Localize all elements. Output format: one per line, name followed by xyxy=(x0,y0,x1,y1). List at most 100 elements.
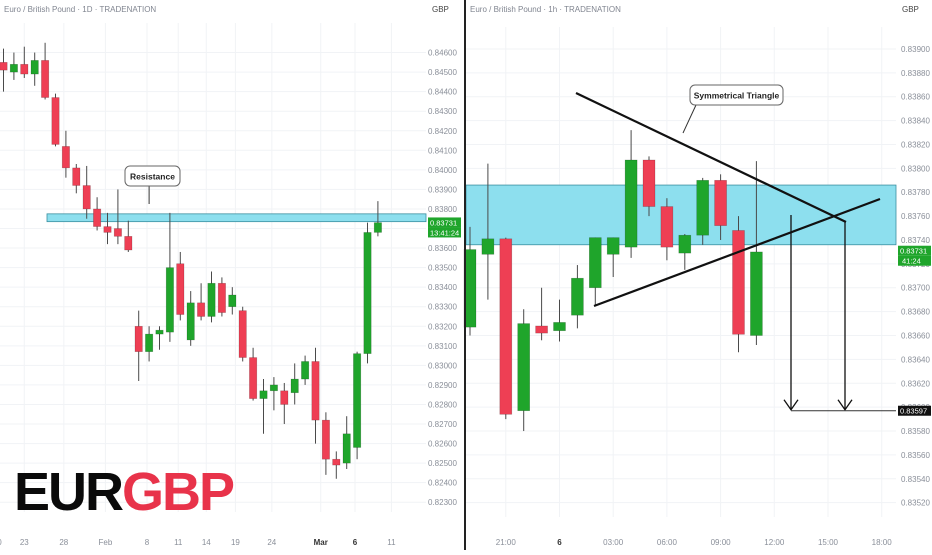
candle xyxy=(321,419,330,460)
candle xyxy=(280,390,289,405)
candle xyxy=(290,378,299,394)
y-tick-label: 0.83400 xyxy=(428,283,457,292)
y-tick-label: 0.83100 xyxy=(428,342,457,351)
y-tick-label: 0.83540 xyxy=(901,475,930,484)
candle xyxy=(186,302,195,341)
candle xyxy=(696,179,710,236)
daily-chart: 0.84600 0.84500 0.84400 0.84300 0.84200 0.841… xyxy=(0,5,461,547)
candle xyxy=(714,179,727,226)
eurgbp-logo: EURGBP xyxy=(14,462,234,522)
resistance-zone xyxy=(46,213,427,223)
candle xyxy=(588,237,602,289)
y-tick-label: 0.83600 xyxy=(428,244,457,253)
y-tick-label: 0.84000 xyxy=(428,166,457,175)
candle xyxy=(606,237,620,255)
candle xyxy=(571,277,584,316)
candle xyxy=(207,282,216,317)
hourly-chart: 0.83900 0.83880 0.83860 0.83840 0.83820 0.838… xyxy=(463,5,931,547)
x-tick-label: 09:00 xyxy=(711,538,732,547)
x-tick-label: Mar xyxy=(314,538,328,547)
y-tick-label: 0.83500 xyxy=(428,264,457,273)
candle xyxy=(535,325,548,334)
candle xyxy=(342,433,351,464)
candle xyxy=(145,333,154,352)
resistance-label: Resistance xyxy=(130,172,175,182)
y-tick-label: 0.82300 xyxy=(428,498,457,507)
y-tick-label: 0.83620 xyxy=(901,379,930,388)
x-tick-label: Feb xyxy=(99,538,113,547)
y-tick-label: 0.83560 xyxy=(901,451,930,460)
x-tick-label: 24 xyxy=(267,538,276,547)
y-tick-label: 0.83660 xyxy=(901,332,930,341)
x-tick-label: 06:00 xyxy=(657,538,678,547)
y-tick-label: 0.83300 xyxy=(428,303,457,312)
y-tick-label: 0.83000 xyxy=(428,361,457,370)
x-tick-label: 21:00 xyxy=(496,538,517,547)
candle xyxy=(624,159,638,248)
y-tick-label: 0.83520 xyxy=(901,499,930,508)
y-tick-label: 0.83760 xyxy=(901,212,930,221)
y-tick-label: 0.84200 xyxy=(428,127,457,136)
candle xyxy=(678,234,692,254)
y-tick-label: 0.83800 xyxy=(901,164,930,173)
chart-title: Euro / British Pound · 1h · TRADENATION xyxy=(470,5,621,14)
candle xyxy=(124,236,133,251)
y-tick-label: 0.82400 xyxy=(428,479,457,488)
price-tag-bg xyxy=(428,217,461,228)
x-tick-label: 03:00 xyxy=(603,538,624,547)
y-tick-label: 0.82700 xyxy=(428,420,457,429)
candle xyxy=(217,282,226,313)
candle xyxy=(72,167,81,186)
logo-prefix: EUR xyxy=(14,462,123,522)
target-tag: 0.83597 xyxy=(900,407,927,416)
candle xyxy=(134,325,143,352)
candle xyxy=(660,206,674,248)
candle xyxy=(103,226,112,233)
candle xyxy=(0,62,8,71)
candle xyxy=(499,238,513,415)
candle xyxy=(353,353,362,448)
y-tick-label: 0.83740 xyxy=(901,236,930,245)
x-tick-label: 14 xyxy=(202,538,211,547)
y-tick-label: 0.84400 xyxy=(428,88,457,97)
y-tick-label: 0.83900 xyxy=(901,45,930,54)
y-tick-label: 0.84300 xyxy=(428,107,457,116)
x-tick-label: 23 xyxy=(20,538,29,547)
candle xyxy=(238,310,247,358)
countdown: 13:41:24 xyxy=(430,228,459,237)
candle xyxy=(113,228,122,237)
y-tick-label: 0.82500 xyxy=(428,459,457,468)
y-tick-label: 0.83800 xyxy=(428,205,457,214)
candle xyxy=(61,146,70,169)
countdown-bg xyxy=(898,255,931,266)
candle xyxy=(311,361,320,421)
y-tick-label: 0.83640 xyxy=(901,355,930,364)
currency-label: GBP xyxy=(902,5,919,14)
x-tick-label: 15:00 xyxy=(818,538,839,547)
candle xyxy=(732,230,745,335)
price-tag: 0.83731 xyxy=(430,218,457,227)
y-tick-label: 0.83880 xyxy=(901,69,930,78)
candle xyxy=(41,60,50,98)
y-tick-label: 0.83860 xyxy=(901,93,930,102)
projection-arrowhead-1 xyxy=(783,399,799,411)
target-tag-bg xyxy=(898,405,931,416)
triangle-lower-line xyxy=(593,197,881,308)
y-tick-label: 0.84500 xyxy=(428,68,457,77)
candle xyxy=(176,263,185,315)
candle xyxy=(373,222,382,233)
y-tick-label: 0.84100 xyxy=(428,146,457,155)
currency-label: GBP xyxy=(432,5,449,14)
candle xyxy=(30,60,39,75)
candle xyxy=(228,294,237,308)
x-tick-label: 18:00 xyxy=(872,538,893,547)
candle xyxy=(269,384,278,392)
chart-title: Euro / British Pound · 1D · TRADENATION xyxy=(4,5,156,14)
x-tick-label: 20 xyxy=(0,538,2,547)
triangle-upper-line xyxy=(575,92,847,223)
projection-arrowhead-2 xyxy=(837,399,853,411)
price-tag-bg xyxy=(898,245,931,256)
pattern-label: Symmetrical Triangle xyxy=(694,91,780,101)
